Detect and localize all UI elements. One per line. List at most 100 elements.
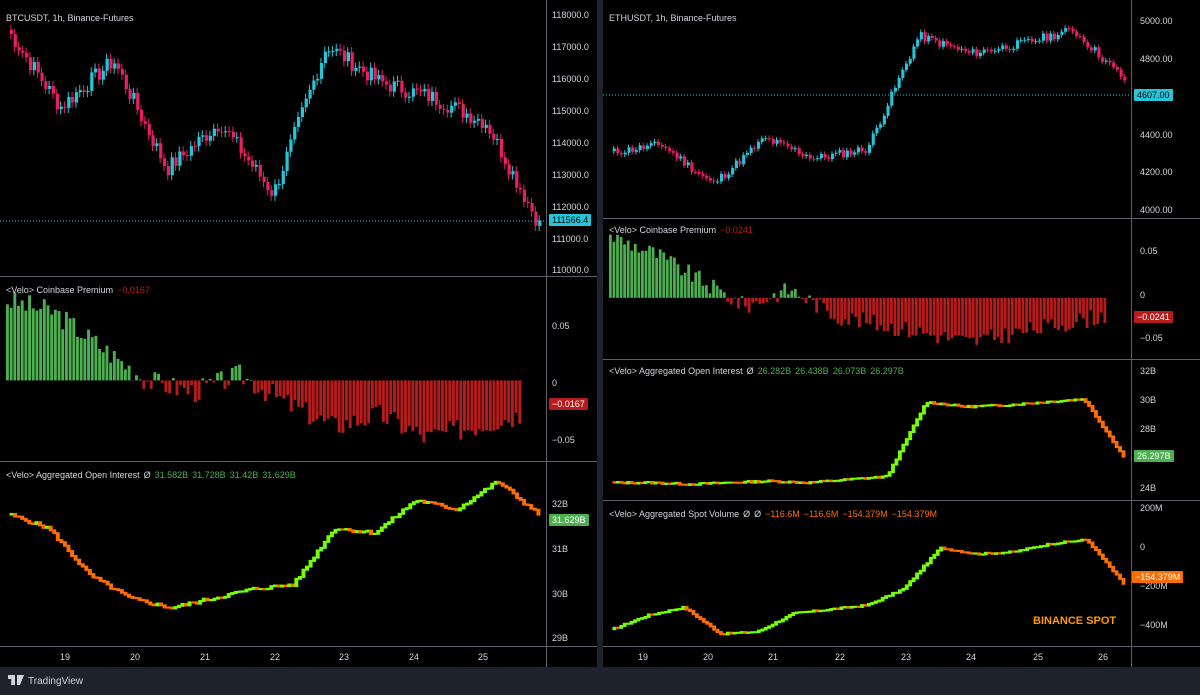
- oi-segment: [329, 531, 334, 538]
- pane-separator: [603, 359, 1200, 360]
- oi-segment: [959, 404, 964, 408]
- premium-bar: [1071, 297, 1075, 328]
- premium-bar: [968, 297, 972, 339]
- oi-segment: [1014, 403, 1019, 406]
- candle: [701, 173, 705, 176]
- oi-segment: [922, 405, 926, 415]
- premium-bar: [267, 380, 271, 395]
- premium-bar: [1028, 297, 1032, 323]
- tradingview-logo[interactable]: TradingView: [8, 675, 83, 687]
- premium-bar: [761, 297, 765, 304]
- oi-segment: [932, 401, 937, 405]
- premium-bar: [729, 297, 733, 305]
- oi-segment: [880, 475, 885, 479]
- candle: [304, 98, 308, 108]
- premium-bar: [171, 378, 175, 381]
- premium-bar: [293, 380, 297, 401]
- oi-segment: [73, 555, 78, 561]
- oi-badge: 26.297B: [1134, 450, 1174, 462]
- premium-bar: [415, 380, 418, 427]
- premium-bar: [326, 380, 330, 419]
- oi-segment: [698, 482, 703, 486]
- eth-oi-pane[interactable]: <Velo> Aggregated Open Interest Ø 26.282B 2…: [603, 360, 1200, 500]
- candle: [1101, 57, 1105, 62]
- premium-bar: [87, 329, 90, 381]
- premium-bar: [954, 297, 957, 336]
- premium-bar: [53, 309, 57, 381]
- candle: [132, 92, 136, 99]
- candle: [764, 138, 768, 140]
- oi-segment: [784, 481, 789, 484]
- candle: [231, 131, 236, 138]
- candle: [289, 139, 293, 152]
- eth-premium-pane[interactable]: <Velo> Coinbase Premium −0.0241 0.05 0 −0…: [603, 219, 1200, 359]
- candle: [373, 67, 377, 80]
- eth-chart-panel[interactable]: ETHUSDT, 1h, Binance-Futures 5000.00 4800…: [603, 0, 1200, 667]
- oi-segment: [55, 532, 60, 542]
- candle: [331, 51, 335, 53]
- eth-price-pane[interactable]: ETHUSDT, 1h, Binance-Futures 5000.00 4800…: [603, 0, 1200, 218]
- oi-segment: [237, 590, 242, 593]
- candle: [790, 146, 794, 150]
- btc-premium-pane[interactable]: <Velo> Coinbase Premium −0.0167 0.05 0 −0…: [0, 277, 597, 461]
- btc-premium-bars: [6, 292, 522, 443]
- oi-segment: [436, 502, 441, 505]
- oi-segment: [698, 616, 703, 620]
- oi-segment: [1028, 402, 1033, 405]
- candle: [201, 135, 205, 137]
- premium-bar: [754, 297, 758, 302]
- candle: [166, 166, 171, 176]
- oi-segment: [653, 613, 658, 616]
- premium-bar: [24, 310, 28, 381]
- premium-bar: [740, 296, 744, 298]
- premium-bar: [797, 296, 801, 298]
- oi-segment: [127, 593, 131, 598]
- btc-oi-pane[interactable]: <Velo> Aggregated Open Interest Ø 31.582B 3…: [0, 462, 597, 646]
- candle: [423, 88, 427, 92]
- oi-segment: [280, 584, 285, 588]
- premium-bar: [334, 380, 337, 419]
- candle: [174, 157, 178, 166]
- oi-segment: [283, 584, 288, 588]
- oi-segment: [536, 508, 541, 516]
- candle: [620, 153, 624, 155]
- oi-segment: [997, 552, 1002, 555]
- oi-segment: [829, 608, 833, 611]
- premium-bar: [20, 300, 24, 381]
- eth-spot-pane[interactable]: <Velo> Aggregated Spot Volume Ø Ø −116.6M −1…: [603, 501, 1200, 646]
- candle: [411, 88, 416, 97]
- premium-bar: [485, 380, 489, 431]
- candle: [616, 148, 620, 154]
- premium-bar: [76, 336, 79, 381]
- eth-oi-label: <Velo> Aggregated Open Interest Ø 26.282B 2…: [609, 366, 908, 376]
- premium-bar: [300, 380, 304, 408]
- candle: [834, 152, 838, 154]
- candle: [442, 108, 446, 110]
- eth-spot-line: [612, 538, 1126, 636]
- oi-segment: [891, 463, 895, 474]
- btc-chart-panel[interactable]: BTCUSDT, 1h, Binance-Futures 118000.0 117…: [0, 0, 597, 667]
- oi-segment: [276, 584, 281, 588]
- premium-bar: [315, 380, 319, 420]
- premium-bar: [389, 380, 393, 414]
- premium-bar: [352, 380, 356, 416]
- premium-bar: [311, 380, 315, 422]
- candle: [1008, 48, 1012, 51]
- btc-price-pane[interactable]: BTCUSDT, 1h, Binance-Futures 118000.0 117…: [0, 0, 597, 276]
- oi-segment: [472, 496, 477, 503]
- premium-bar: [356, 380, 360, 426]
- oi-segment: [928, 401, 933, 405]
- premium-bar: [499, 380, 503, 426]
- candle: [13, 34, 17, 48]
- candle: [727, 174, 731, 178]
- oi-segment: [997, 404, 1002, 407]
- premium-bar: [651, 247, 655, 298]
- oi-segment: [953, 403, 957, 407]
- candle: [723, 174, 727, 178]
- premium-bar: [733, 297, 737, 299]
- premium-bar: [249, 380, 253, 381]
- spot-value: −116.6M: [765, 509, 800, 519]
- oi-segment: [980, 553, 985, 556]
- oi-segment: [688, 608, 692, 613]
- premium-bar: [160, 380, 164, 383]
